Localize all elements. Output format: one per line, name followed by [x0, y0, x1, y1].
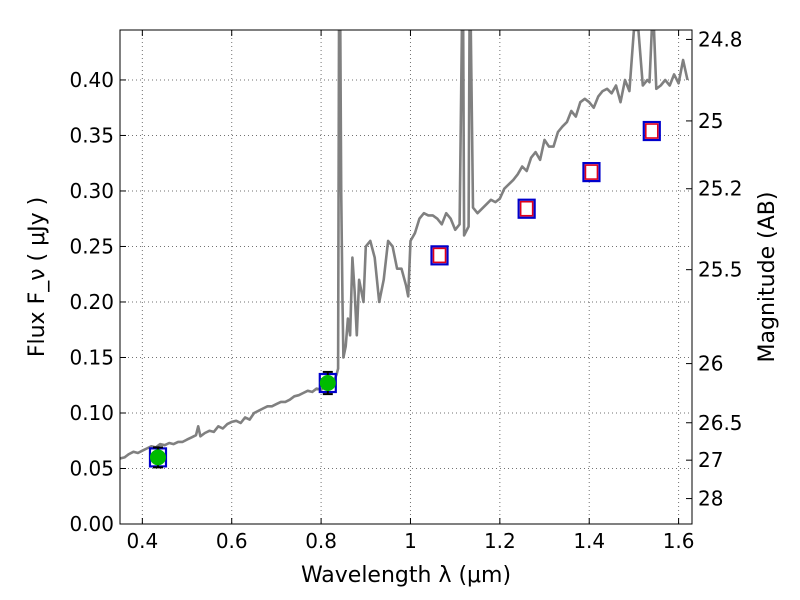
y-tick-label: 0.40	[69, 68, 114, 92]
red-square-marker	[584, 164, 599, 180]
y-tick-label: 0.35	[69, 123, 114, 147]
y-tick-label: 0.15	[69, 345, 114, 369]
photometry-points	[148, 120, 661, 469]
y-tick-label: 0.00	[69, 512, 114, 536]
y-axis-title: Flux F_ν ( μJy )	[25, 197, 50, 357]
blue-square-marker	[430, 245, 449, 266]
tick-labels: 0.4 0.6 0.8 1 1.2 1.4 1.6 0.00 0.05 0.10 0.15 0.20 0…	[69, 27, 742, 553]
green-data-point	[149, 449, 166, 466]
x-tick-label: 1.4	[573, 529, 605, 553]
y2-tick-label: 25.5	[698, 258, 743, 282]
blue-square-marker	[642, 120, 661, 142]
plot-frame	[119, 29, 693, 525]
y2-tick-label: 25	[698, 109, 723, 133]
green-data-point	[319, 375, 336, 392]
spectrum-layer	[120, 30, 689, 460]
axis-ticks	[120, 30, 692, 525]
red-square-marker	[432, 247, 447, 264]
y-tick-label: 0.25	[69, 234, 114, 258]
x-axis-title: Wavelength λ (μm)	[301, 563, 511, 588]
blue-square-marker	[582, 161, 601, 183]
red-square-marker	[644, 123, 659, 139]
red-square-marker	[519, 200, 534, 217]
x-tick-label: 0.4	[126, 529, 158, 553]
y2-tick-label: 28	[698, 487, 723, 511]
x-tick-label: 0.8	[305, 529, 337, 553]
x-tick-label: 1.6	[663, 529, 695, 553]
y2-axis-title: Magnitude (AB)	[755, 192, 780, 363]
y-tick-label: 0.10	[69, 401, 114, 425]
y2-tick-label: 24.8	[698, 27, 743, 51]
y2-tick-label: 25.2	[698, 177, 743, 201]
x-tick-label: 1.2	[484, 529, 516, 553]
y-tick-label: 0.30	[69, 179, 114, 203]
y2-tick-label: 26	[698, 352, 723, 376]
blue-square-marker	[517, 198, 536, 219]
y2-tick-label: 26.5	[698, 411, 743, 435]
x-tick-label: 1	[404, 529, 417, 553]
y-tick-label: 0.05	[69, 456, 114, 480]
y2-tick-label: 27	[698, 448, 723, 472]
model-spectrum-line	[120, 30, 689, 460]
y-tick-label: 0.20	[69, 290, 114, 314]
x-tick-label: 0.6	[216, 529, 248, 553]
